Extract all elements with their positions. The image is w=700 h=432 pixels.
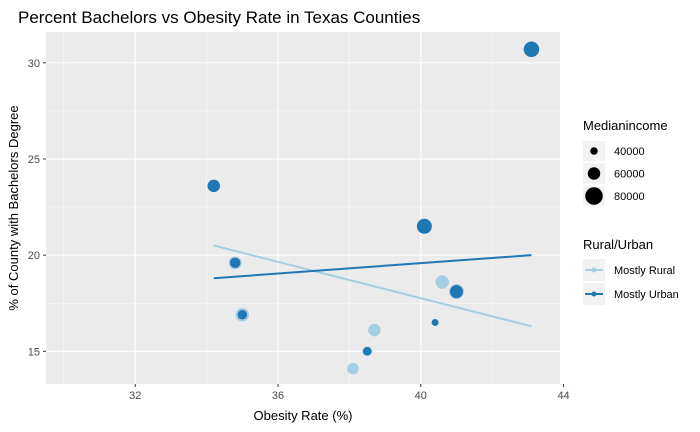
trend-lines [213,244,532,328]
size-key-dot [590,147,598,155]
data-point [368,323,381,337]
trend-line [213,254,532,280]
y-tick-label: 30 [28,58,40,70]
size-key-dot [587,167,601,180]
plot-panel [46,32,560,384]
y-axis-title: % of County with Bachelors Degree [6,105,21,310]
x-tick-label: 36 [272,390,284,402]
y-tick-label: 15 [28,346,40,358]
data-point [237,310,248,320]
data-point [229,257,241,269]
x-tick-label: 44 [557,390,569,402]
size-key-label: 60000 [614,169,645,181]
color-key-dot [591,267,597,273]
x-axis-ticks: 32 36 40 44 [129,384,570,402]
y-tick-label: 20 [28,250,40,262]
size-key-label: 40000 [614,146,645,158]
color-legend: Rural/Urban Mostly Rural Mostly Urban [583,237,679,305]
y-axis-ticks: 15 20 25 30 [28,58,46,358]
trend-line [213,244,532,328]
x-axis-title: Obesity Rate (%) [254,408,353,423]
y-tick-label: 25 [28,154,40,166]
size-legend: Medianincome 40000 60000 80000 [583,118,668,206]
color-legend-title: Rural/Urban [583,237,653,252]
chart-title: Percent Bachelors vs Obesity Rate in Tex… [18,8,420,27]
grid-major [46,32,565,384]
data-point [363,347,372,356]
data-point [449,285,463,299]
x-tick-label: 40 [415,390,427,402]
color-key-label: Mostly Rural [614,265,675,277]
data-point [416,218,432,234]
data-point [435,275,449,289]
data-point [207,179,221,193]
size-legend-title: Medianincome [583,118,668,133]
size-key-label: 80000 [614,191,645,203]
data-point [431,318,439,326]
x-tick-label: 32 [129,390,141,402]
data-point [523,41,540,58]
color-key-dot [591,291,597,297]
data-points [207,41,540,375]
grid-minor [46,32,560,384]
size-key-dot [585,187,603,205]
data-point [347,362,359,375]
color-key-label: Mostly Urban [614,289,679,301]
